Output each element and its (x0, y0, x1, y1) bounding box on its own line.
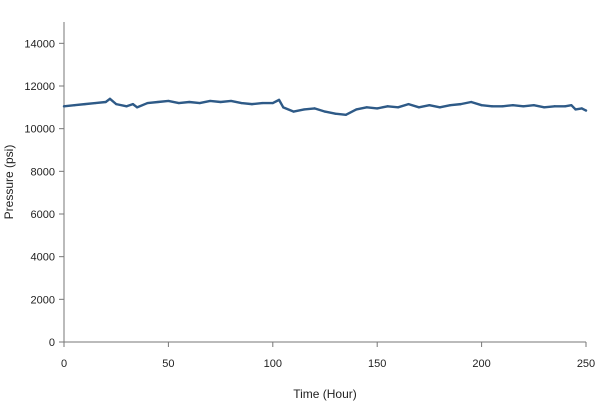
pressure-series-line (62, 97, 588, 116)
x-tick-label: 150 (368, 358, 386, 370)
data-point (261, 101, 264, 105)
y-tick-label: 0 (49, 337, 55, 349)
y-axis-title: Pressure (psi) (2, 145, 16, 220)
data-point (407, 103, 410, 106)
data-point (219, 100, 222, 104)
data-point (386, 105, 389, 108)
data-point (376, 107, 379, 110)
x-tick-label: 50 (162, 358, 174, 370)
data-point (198, 101, 201, 105)
data-point (104, 100, 107, 104)
data-point (156, 100, 160, 104)
y-tick-label: 6000 (31, 209, 55, 221)
data-point (229, 99, 233, 103)
data-point (553, 105, 556, 108)
data-point (303, 108, 306, 111)
data-point (501, 105, 504, 108)
data-point (438, 106, 441, 109)
data-point (532, 104, 535, 107)
x-tick-label: 100 (264, 358, 282, 370)
x-tick-label: 250 (577, 358, 595, 370)
data-point (417, 106, 421, 109)
y-tick-label: 10000 (24, 124, 55, 136)
data-point (480, 104, 483, 107)
data-point (277, 98, 281, 101)
data-point (564, 105, 567, 108)
data-point (177, 101, 180, 105)
data-point (188, 100, 191, 104)
data-point (323, 110, 327, 113)
data-point (584, 109, 588, 112)
data-point (282, 106, 285, 109)
data-point (344, 113, 347, 116)
x-axis-title: Time (Hour) (293, 387, 357, 401)
y-tick-label: 14000 (24, 38, 55, 50)
y-tick-label: 4000 (31, 252, 55, 264)
data-point (292, 110, 295, 113)
data-point (146, 101, 149, 105)
axes (63, 22, 586, 343)
data-point (449, 104, 452, 107)
data-point (522, 105, 525, 108)
data-point (470, 100, 473, 104)
data-point (108, 97, 112, 100)
data-point (313, 107, 316, 110)
data-point (94, 101, 97, 105)
x-tick-label: 200 (472, 358, 490, 370)
data-point (511, 104, 515, 107)
data-point (365, 106, 368, 109)
data-point (574, 108, 577, 111)
data-point (271, 101, 274, 105)
data-point (543, 106, 546, 109)
x-tick-label: 0 (61, 358, 67, 370)
data-point (135, 106, 139, 109)
data-point (115, 103, 118, 106)
data-point (490, 105, 494, 108)
data-point (428, 104, 431, 107)
data-point (62, 105, 66, 108)
data-point (125, 105, 128, 108)
data-point (334, 112, 337, 115)
data-point (83, 103, 86, 106)
data-point (459, 103, 462, 106)
data-point (167, 99, 170, 103)
data-point (396, 106, 400, 109)
y-tick-label: 8000 (31, 166, 55, 178)
data-point (73, 104, 76, 107)
data-point (131, 103, 134, 106)
tick-labels: 0 2000 4000 6000 8000 10000 12000 14000 0 50 100 15… (24, 38, 595, 370)
data-point (209, 99, 212, 103)
tick-marks (59, 42, 587, 347)
data-point (570, 104, 573, 107)
series-layer (62, 97, 588, 116)
y-tick-label: 12000 (24, 81, 55, 93)
data-point (355, 108, 358, 111)
data-point (580, 107, 583, 110)
data-point (240, 101, 243, 105)
y-tick-label: 2000 (31, 294, 55, 306)
data-point (250, 103, 254, 106)
